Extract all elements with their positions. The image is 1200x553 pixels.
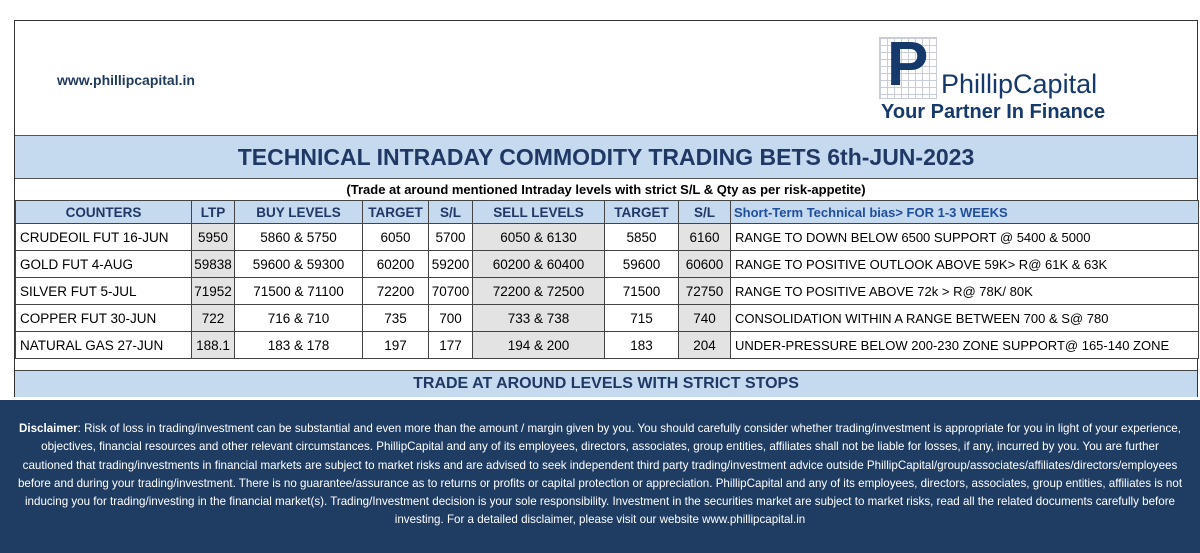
cell-ltp: 59838 (191, 250, 235, 278)
logo-grid-icon (879, 37, 937, 99)
cell-buy-sl: 70700 (428, 277, 473, 305)
website-url[interactable]: www.phillipcapital.in (57, 72, 195, 88)
trading-table: COUNTERS LTP BUY LEVELS TARGET S/L SELL … (15, 200, 1199, 359)
cell-technical-bias: RANGE TO DOWN BELOW 6500 SUPPORT @ 5400 … (730, 223, 1199, 251)
cell-buy-target: 60200 (362, 250, 429, 278)
col-header-sell-levels: SELL LEVELS (472, 200, 605, 224)
cell-sell-levels: 194 & 200 (472, 331, 605, 359)
cell-buy-levels: 59600 & 59300 (234, 250, 363, 278)
col-header-buy-sl: S/L (428, 200, 473, 224)
table-row: SILVER FUT 5-JUL 71952 71500 & 71100 722… (15, 277, 1199, 305)
cell-sell-target: 71500 (604, 277, 679, 305)
col-header-ltp: LTP (191, 200, 235, 224)
phillipcapital-logo: P PhillipCapital Your Partner In Finance (879, 30, 1179, 125)
table-row: COPPER FUT 30-JUN 722 716 & 710 735 700 … (15, 304, 1199, 332)
cell-buy-levels: 716 & 710 (234, 304, 363, 332)
cell-buy-target: 735 (362, 304, 429, 332)
cell-buy-target: 72200 (362, 277, 429, 305)
cell-sell-sl: 204 (678, 331, 731, 359)
cell-sell-sl: 72750 (678, 277, 731, 305)
cell-ltp: 188.1 (191, 331, 235, 359)
cell-sell-levels: 60200 & 60400 (472, 250, 605, 278)
cell-buy-levels: 71500 & 71100 (234, 277, 363, 305)
logo-tagline: Your Partner In Finance (881, 101, 1106, 123)
cell-buy-sl: 700 (428, 304, 473, 332)
cell-sell-levels: 733 & 738 (472, 304, 605, 332)
cell-technical-bias: RANGE TO POSITIVE ABOVE 72k > R@ 78K/ 80… (730, 277, 1199, 305)
cell-sell-levels: 72200 & 72500 (472, 277, 605, 305)
cell-buy-levels: 183 & 178 (234, 331, 363, 359)
cell-ltp: 5950 (191, 223, 235, 251)
cell-technical-bias: UNDER-PRESSURE BELOW 200-230 ZONE SUPPOR… (730, 331, 1199, 359)
table-header-row: COUNTERS LTP BUY LEVELS TARGET S/L SELL … (15, 200, 1199, 224)
cell-counter: SILVER FUT 5-JUL (15, 277, 192, 305)
cell-buy-sl: 177 (428, 331, 473, 359)
cell-counter: GOLD FUT 4-AUG (15, 250, 192, 278)
cell-sell-sl: 6160 (678, 223, 731, 251)
sheet-header: www.phillipcapital.in P PhillipCapital Y… (15, 21, 1197, 135)
cell-sell-target: 5850 (604, 223, 679, 251)
trading-sheet: www.phillipcapital.in P PhillipCapital Y… (14, 20, 1199, 397)
disclaimer-label: Disclaimer (19, 422, 78, 435)
cell-counter: NATURAL GAS 27-JUN (15, 331, 192, 359)
cell-technical-bias: RANGE TO POSITIVE OUTLOOK ABOVE 59K> R@ … (730, 250, 1199, 278)
cell-ltp: 722 (191, 304, 235, 332)
col-header-buy-levels: BUY LEVELS (234, 200, 363, 224)
col-header-sell-sl: S/L (678, 200, 731, 224)
cell-technical-bias: CONSOLIDATION WITHIN A RANGE BETWEEN 700… (730, 304, 1199, 332)
table-row: NATURAL GAS 27-JUN 188.1 183 & 178 197 1… (15, 331, 1199, 359)
cell-buy-levels: 5860 & 5750 (234, 223, 363, 251)
table-row: GOLD FUT 4-AUG 59838 59600 & 59300 60200… (15, 250, 1199, 278)
cell-sell-target: 183 (604, 331, 679, 359)
cell-ltp: 71952 (191, 277, 235, 305)
strict-stops-banner: TRADE AT AROUND LEVELS WITH STRICT STOPS (15, 370, 1197, 397)
logo-letter: P (887, 30, 929, 99)
cell-buy-sl: 59200 (428, 250, 473, 278)
cell-buy-target: 6050 (362, 223, 429, 251)
col-header-sell-target: TARGET (604, 200, 679, 224)
cell-sell-target: 715 (604, 304, 679, 332)
cell-sell-target: 59600 (604, 250, 679, 278)
cell-sell-sl: 740 (678, 304, 731, 332)
cell-sell-levels: 6050 & 6130 (472, 223, 605, 251)
col-header-counters: COUNTERS (15, 200, 192, 224)
page-subtitle: (Trade at around mentioned Intraday leve… (346, 182, 866, 197)
cell-sell-sl: 60600 (678, 250, 731, 278)
disclaimer-text: : Risk of loss in trading/investment can… (17, 422, 1183, 527)
cell-counter: CRUDEOIL FUT 16-JUN (15, 223, 192, 251)
logo-name: PhillipCapital (941, 69, 1098, 99)
col-header-technical-bias: Short-Term Technical bias> FOR 1-3 WEEKS (730, 200, 1199, 224)
cell-buy-target: 197 (362, 331, 429, 359)
col-header-buy-target: TARGET (362, 200, 429, 224)
disclaimer-block: Disclaimer: Risk of loss in trading/inve… (0, 400, 1200, 553)
page-title: TECHNICAL INTRADAY COMMODITY TRADING BET… (15, 135, 1197, 179)
cell-counter: COPPER FUT 30-JUN (15, 304, 192, 332)
cell-buy-sl: 5700 (428, 223, 473, 251)
table-row: CRUDEOIL FUT 16-JUN 5950 5860 & 5750 605… (15, 223, 1199, 251)
